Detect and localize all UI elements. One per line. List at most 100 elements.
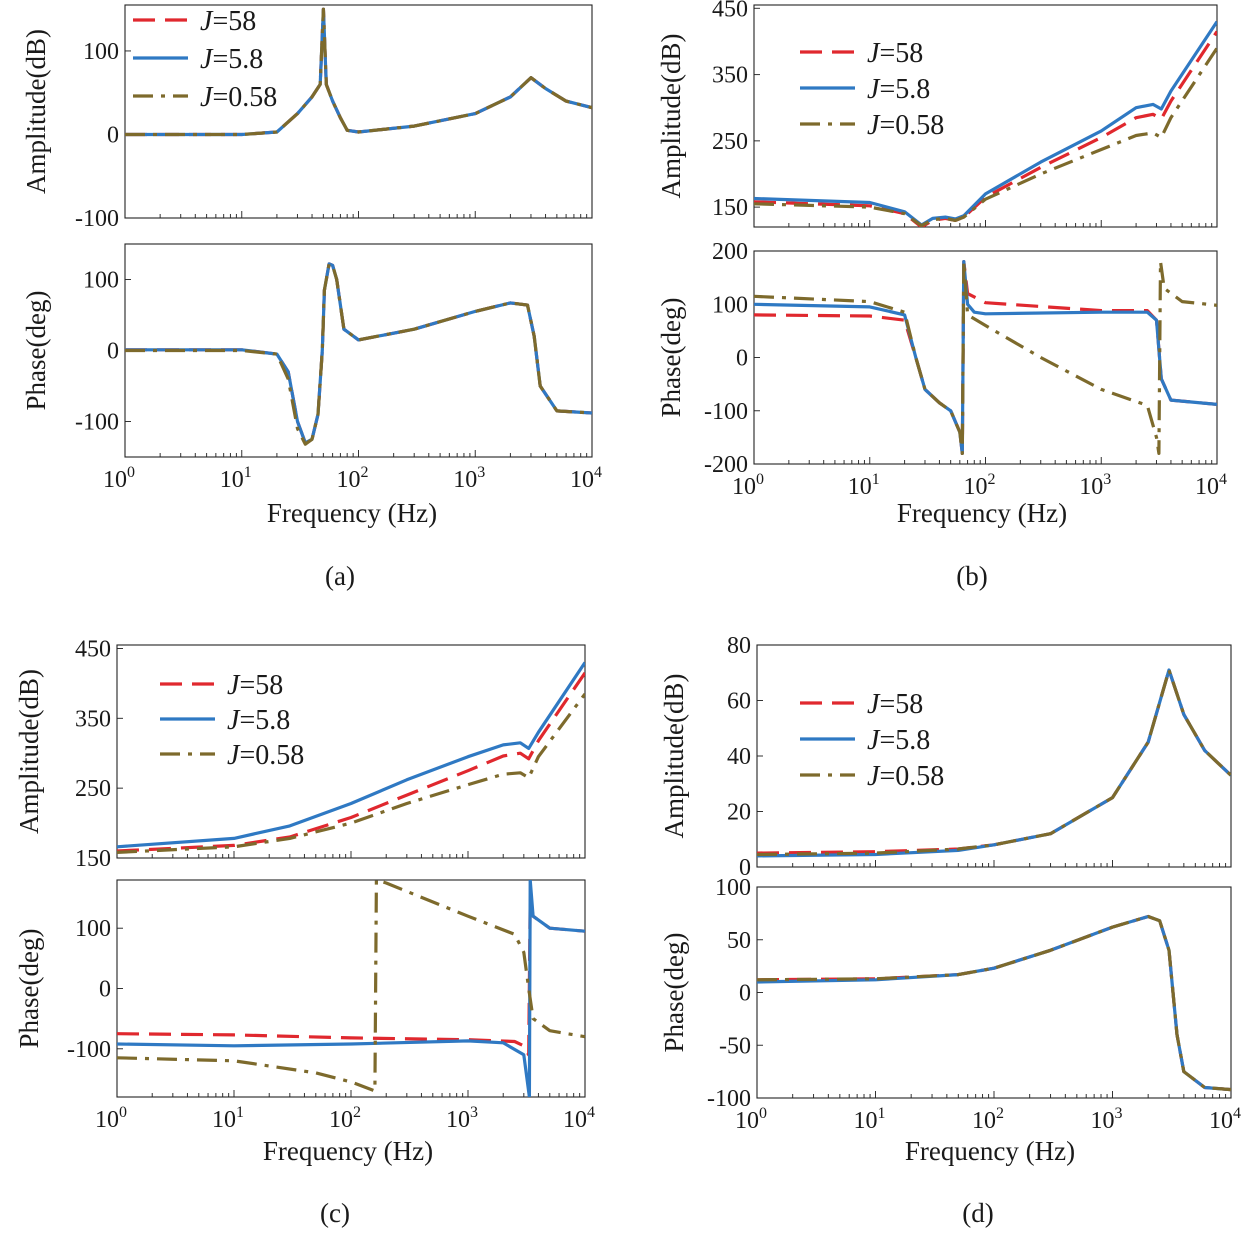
series-J0_58 [757,914,1231,1092]
y-tick-label: -100 [704,399,748,425]
series-J0_58 [125,262,592,446]
legend-label: J=0.58 [867,110,944,141]
chart-a: -100 0 100 Amplitude(dB) -100 0 100 Phase(deg) 1… [21,4,602,591]
y-tick-label: 0 [107,339,119,365]
x-tick-label: 104 [1209,1105,1241,1134]
x-tick-label: 103 [446,1104,478,1133]
series-J0_58 [117,880,585,1093]
legend-label: J=5.8 [867,74,930,105]
y-tick-label: 0 [107,122,119,148]
x-axis-label: Frequency (Hz) [267,498,437,528]
y-tick-label: 100 [83,39,119,65]
x-tick-label: 101 [220,464,252,493]
series-J5_8 [754,260,1217,455]
y-tick-label: 250 [75,776,111,802]
amp-frame [753,4,1218,228]
chart-c: 150 250 350 450 Amplitude(dB) -100 0 100 Phase(d… [14,636,595,1228]
x-tick-label: 100 [735,1105,767,1134]
y-tick-label: 150 [712,195,748,221]
x-tick-label: 101 [848,471,880,500]
phase-ylabel: Phase(deg) [659,933,689,1053]
subfigure-caption: (d) [962,1198,993,1228]
y-tick-label: -100 [707,1086,751,1112]
phase-frame [756,886,1232,1099]
series-J5_8 [754,20,1217,227]
x-tick-label: 102 [972,1105,1004,1134]
amp-ylabel: Amplitude(dB) [659,674,689,839]
phase-ylabel: Phase(deg) [21,291,51,411]
amp-panel: 150 250 350 450 Amplitude(dB) [656,0,1218,228]
series-J5_8 [125,262,592,445]
phase-panel: -200 -100 0 100 200 Phase(deg) 100 101 102 103 104 [656,239,1227,500]
amp-series-group [125,7,592,137]
y-tick-label: 0 [736,346,748,372]
subfigure-caption: (a) [325,561,355,591]
phase-frame [116,879,586,1098]
legend-label: J=58 [867,38,923,69]
y-tick-label: 50 [727,928,751,954]
phase-series-group [117,880,585,1097]
subfigure-caption: (c) [320,1198,350,1228]
y-tick-label: 100 [75,916,111,942]
y-tick-label: 450 [712,0,748,22]
y-tick-label: 100 [715,875,751,901]
series-J0_58 [125,7,592,137]
series-J58 [117,896,585,1057]
legend-label: J=58 [227,670,283,701]
x-tick-label: 100 [103,464,135,493]
series-J5_8 [117,880,585,1097]
y-tick-label: 0 [739,981,751,1007]
amp-ylabel: Amplitude(dB) [656,34,686,199]
legend-label: J=0.58 [867,761,944,792]
y-tick-label: 150 [75,846,111,872]
y-tick-label: -100 [75,206,119,232]
series-J58 [757,914,1231,1092]
series-J58 [117,671,585,853]
amp-frame [116,644,586,859]
legend-label: J=0.58 [200,82,277,113]
legend-label: J=58 [200,6,256,37]
x-tick-label: 103 [1079,471,1111,500]
y-tick-label: -50 [719,1033,751,1059]
phase-series-group [125,262,592,446]
amp-panel: -100 0 100 Amplitude(dB) [21,4,593,232]
y-tick-label: -200 [704,452,748,478]
y-tick-label: 200 [712,239,748,265]
legend-label: J=0.58 [227,740,304,771]
y-tick-label: 40 [727,744,751,770]
y-tick-label: 0 [739,855,751,881]
series-J58 [754,260,1217,455]
legend-label: J=5.8 [200,44,263,75]
series-J5_8 [117,661,585,849]
phase-panel: -100 -50 0 50 100 Phase(deg) 100 101 102 103 104 [659,875,1241,1134]
phase-series-group [757,914,1231,1092]
y-tick-label: 450 [75,636,111,662]
legend: J=58 J=5.8 J=0.58 [800,38,944,141]
chart-d: 0 20 40 60 80 Amplitude(dB) -100 -50 0 50 100 Phase… [659,633,1241,1228]
amp-series-group [757,668,1231,858]
x-tick-label: 104 [1195,471,1227,500]
phase-ylabel: Phase(deg) [14,929,44,1049]
y-tick-label: 0 [99,977,111,1003]
amp-series-group [117,661,585,854]
phase-ylabel: Phase(deg) [656,298,686,418]
legend-label: J=58 [867,689,923,720]
amp-ylabel: Amplitude(dB) [21,29,51,194]
x-tick-label: 100 [732,471,764,500]
legend: J=58 J=5.8 J=0.58 [133,6,277,113]
x-tick-label: 104 [570,464,602,493]
x-tick-label: 103 [453,464,485,493]
x-tick-label: 101 [854,1105,886,1134]
amp-ylabel: Amplitude(dB) [14,669,44,834]
amp-panel: 150 250 350 450 Amplitude(dB) [14,636,586,872]
series-J0_58 [117,692,585,854]
chart-b: 150 250 350 450 Amplitude(dB) -200 -100 0 100 200… [656,0,1227,591]
series-J0_58 [757,668,1231,857]
series-J58 [125,262,592,445]
amp-frame [756,644,1232,868]
y-tick-label: -100 [67,1037,111,1063]
legend-label: J=5.8 [227,705,290,736]
amp-series-group [754,20,1217,227]
x-axis-label: Frequency (Hz) [897,498,1067,528]
series-J5_8 [757,914,1231,1092]
